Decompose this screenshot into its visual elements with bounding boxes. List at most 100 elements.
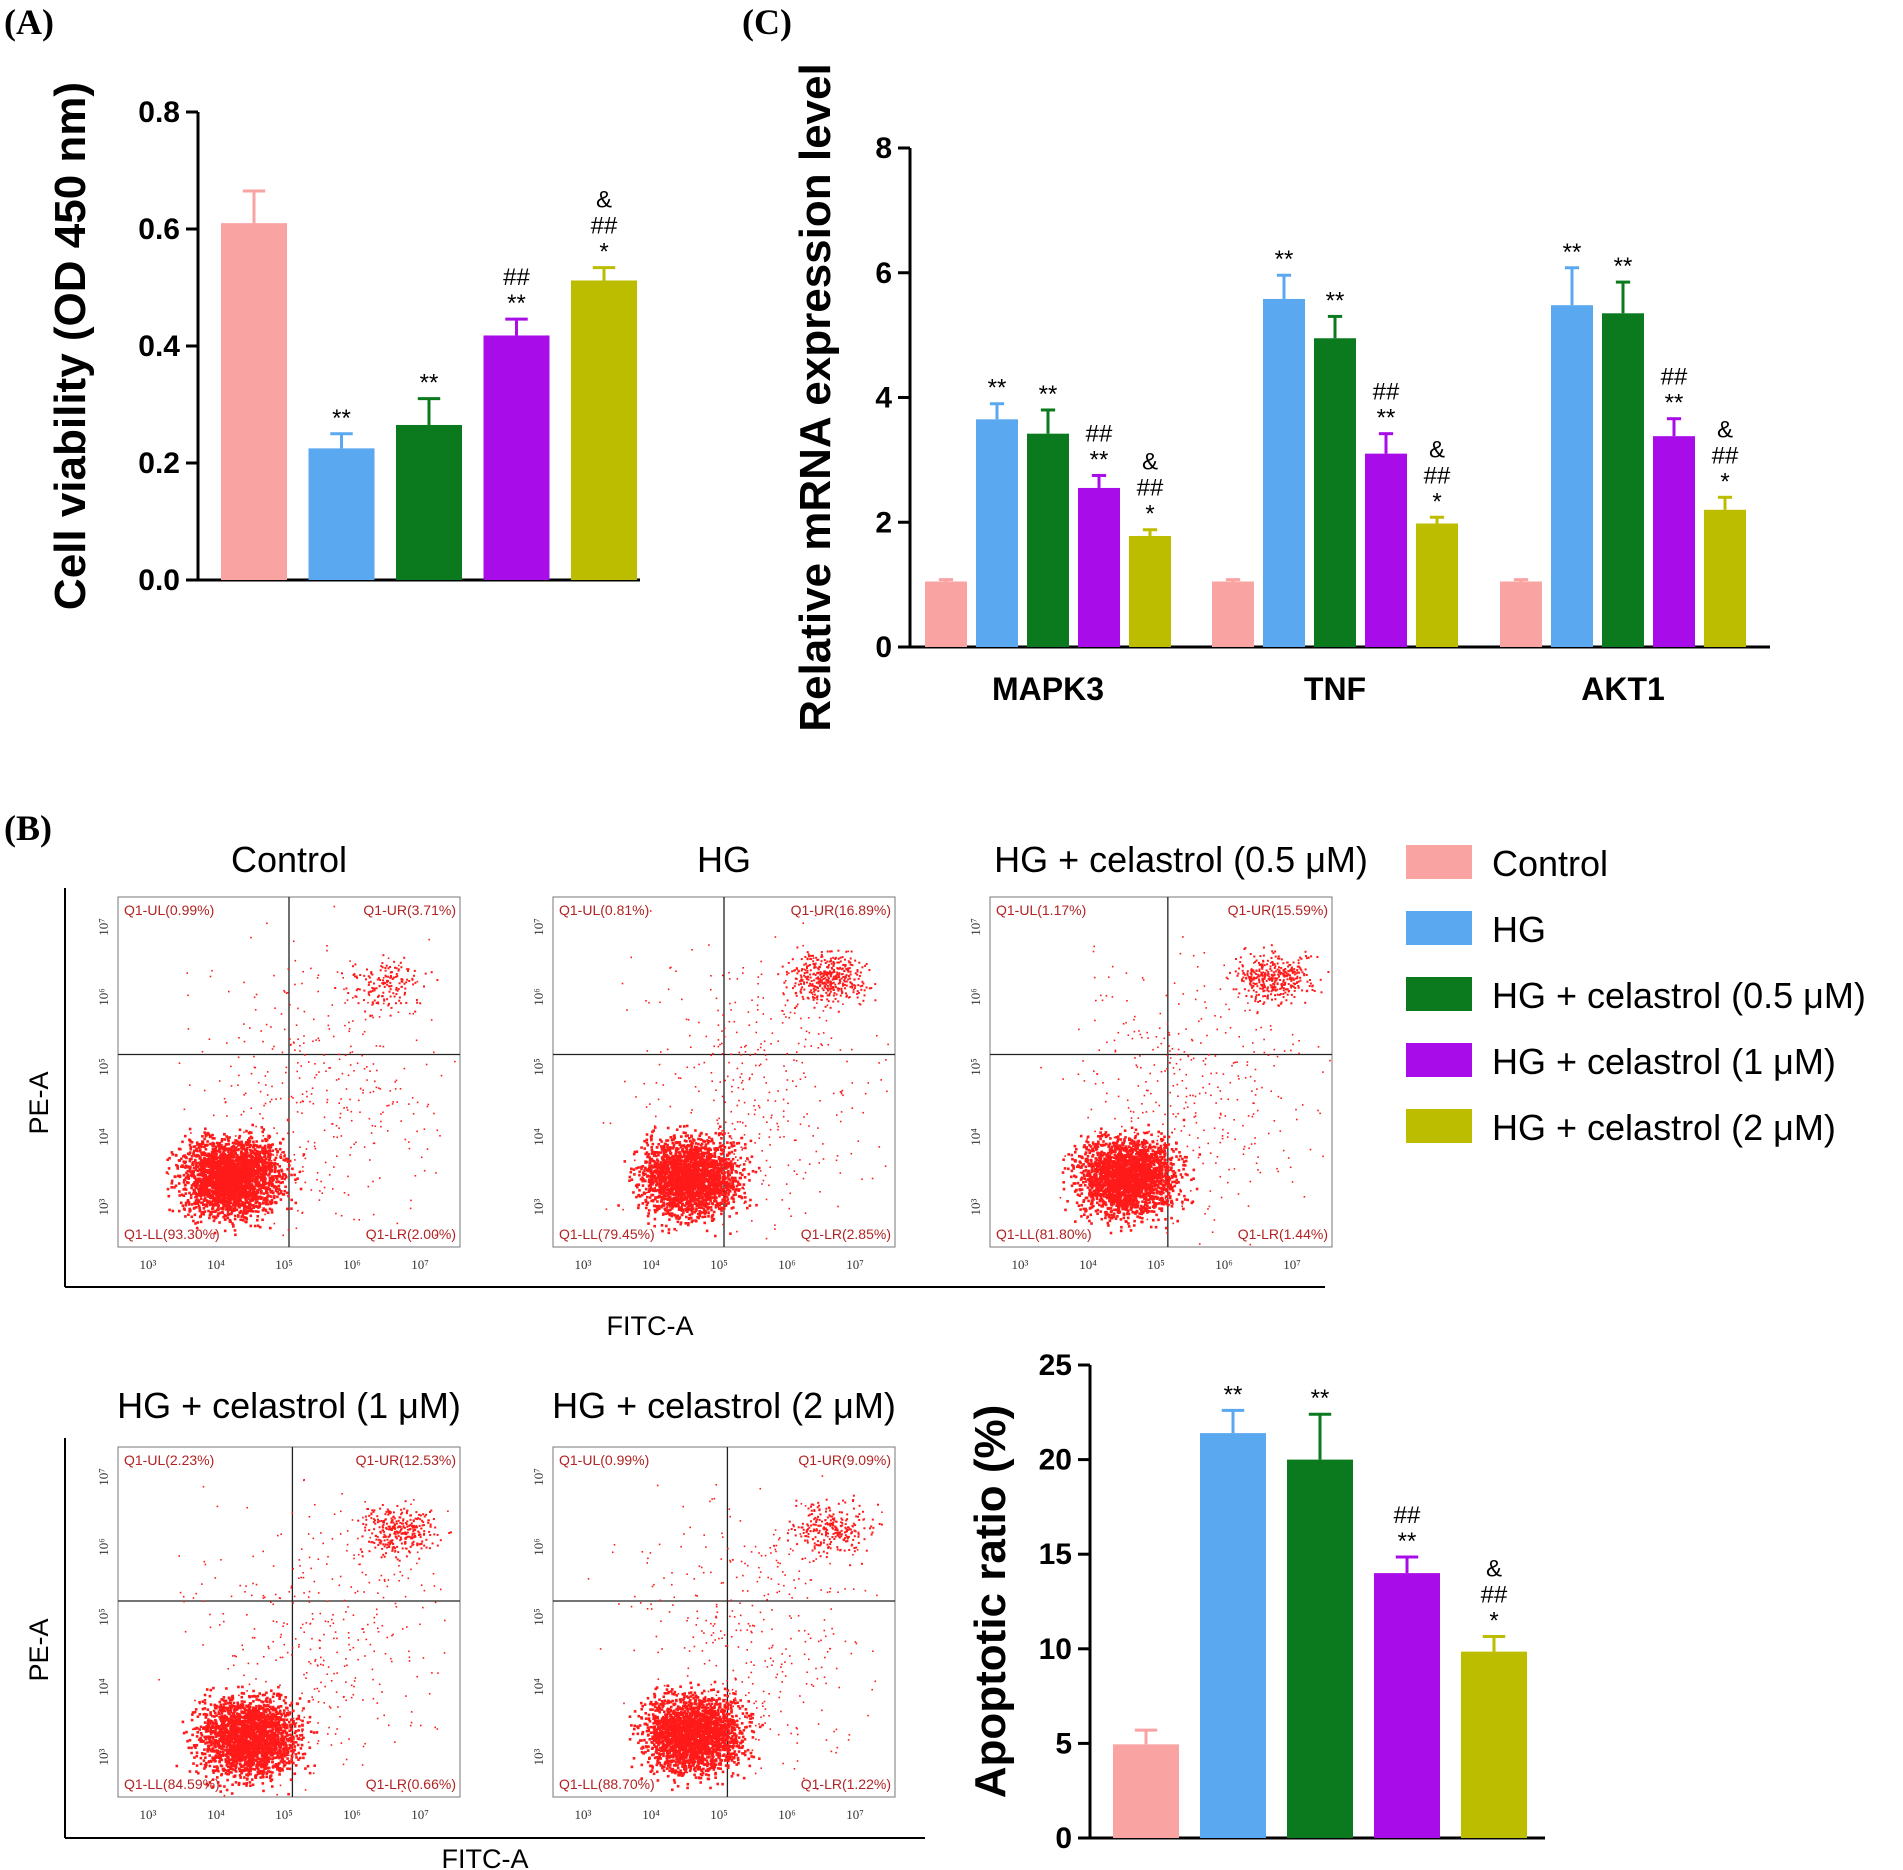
scatter-dot (335, 1212, 337, 1215)
scatter-dot (262, 1135, 265, 1137)
scatter-dot (398, 982, 401, 985)
scatter-dot (233, 1205, 237, 1209)
scatter-dot (223, 1203, 226, 1207)
scatter-dot (356, 1062, 359, 1065)
scatter-dot (208, 1135, 212, 1139)
scatter-dot (248, 1171, 252, 1175)
scatter-dot (182, 1194, 186, 1197)
scatter-dot (718, 1141, 722, 1145)
scatter-dot (251, 1210, 255, 1213)
scatter-dot (226, 1189, 230, 1193)
scatter-dot (174, 1184, 178, 1188)
scatter-dot (194, 1195, 197, 1199)
scatter-dot (225, 1143, 228, 1145)
scatter-dot (212, 1154, 216, 1157)
scatter-dot (645, 1141, 649, 1145)
viability-significance-mark: ** (420, 370, 439, 397)
scatter-dot (382, 991, 385, 994)
scatter-dot (233, 1159, 235, 1161)
scatter-dot (244, 1209, 247, 1212)
scatter-dot (688, 1137, 691, 1140)
scatter-dot (411, 1097, 414, 1099)
scatter-dot (275, 1176, 278, 1179)
scatter-dot (741, 1173, 744, 1177)
scatter-dot (205, 1133, 208, 1137)
scatter-dot (673, 1227, 676, 1231)
scatter-dot (269, 1153, 273, 1156)
scatter-dot (242, 1170, 245, 1173)
scatter-dot (246, 1206, 249, 1209)
scatter-dot (260, 1157, 264, 1160)
scatter-dot (230, 1161, 233, 1164)
scatter-dot (288, 1171, 291, 1174)
scatter-dot (204, 1165, 207, 1168)
scatter-dot (743, 1191, 746, 1195)
scatter-dot (195, 1206, 198, 1209)
scatter-dot (249, 1199, 252, 1202)
scatter-dot (187, 1177, 190, 1180)
scatter-dot (313, 1145, 316, 1148)
scatter-dot (198, 1194, 202, 1197)
scatter-dot (395, 1079, 398, 1082)
scatter-dot (188, 1165, 192, 1169)
scatter-dot (268, 1146, 272, 1149)
scatter-dot (263, 1180, 267, 1183)
scatter-dot (220, 1144, 223, 1147)
scatter-dot (255, 1166, 258, 1169)
scatter-dot (333, 905, 336, 908)
scatter-dot (374, 1125, 377, 1127)
scatter-dot (191, 1169, 195, 1173)
viability-y-tick-label: 0.6 (138, 213, 180, 246)
scatter-dot (255, 1140, 258, 1143)
scatter-dot (254, 1066, 257, 1069)
apoptosis-significance-mark: & (1486, 1556, 1502, 1583)
mrna-bar (1704, 509, 1746, 647)
scatter-dot (344, 1002, 346, 1004)
scatter-dot (617, 1204, 620, 1207)
mrna-significance-mark: ** (1665, 390, 1684, 417)
scatter-dot (216, 1186, 219, 1189)
scatter-dot (198, 1157, 201, 1160)
scatter-dot (253, 996, 256, 999)
scatter-dot (386, 979, 388, 982)
scatter-dot (243, 1023, 245, 1025)
scatter-dot (189, 1084, 191, 1086)
viability-y-tick-label: 0.8 (138, 96, 180, 129)
scatter-dot (204, 1127, 207, 1131)
scatter-dot (382, 1002, 385, 1005)
scatter-dot (235, 1163, 238, 1167)
scatter-dot (424, 972, 427, 975)
scatter-dot (217, 1208, 220, 1212)
scatter-dot (348, 1028, 351, 1030)
scatter-dot (687, 1144, 690, 1147)
scatter-dot (347, 1074, 350, 1077)
scatter-dot (236, 1167, 239, 1170)
scatter-dot (178, 1209, 181, 1213)
scatter-dot (748, 1179, 751, 1182)
scatter-dot (249, 1187, 253, 1191)
scatter-dot (223, 1186, 226, 1189)
scatter-dot (387, 967, 390, 970)
scatter-dot (720, 1137, 723, 1140)
scatter-dot (301, 1112, 303, 1114)
scatter-dot (664, 1208, 667, 1212)
scatter-dot (188, 1151, 192, 1154)
scatter-dot (191, 1171, 195, 1175)
scatter-dot (249, 1185, 253, 1188)
scatter-dot (382, 983, 385, 986)
scatter-dot (243, 1201, 247, 1205)
scatter-dot (188, 1127, 192, 1131)
scatter-dot (375, 1002, 378, 1004)
scatter-dot (198, 1168, 202, 1172)
scatter-dot (372, 1213, 375, 1216)
scatter-dot (237, 1144, 240, 1147)
scatter-dot (318, 1071, 320, 1073)
scatter-dot (253, 1224, 257, 1228)
scatter-dot (347, 1194, 350, 1196)
scatter-dot (690, 1158, 694, 1161)
scatter-dot (209, 1142, 212, 1146)
scatter-dot (629, 1170, 633, 1174)
scatter-dot (224, 1215, 228, 1218)
scatter-dot (250, 1149, 253, 1152)
scatter-dot (171, 1153, 174, 1156)
